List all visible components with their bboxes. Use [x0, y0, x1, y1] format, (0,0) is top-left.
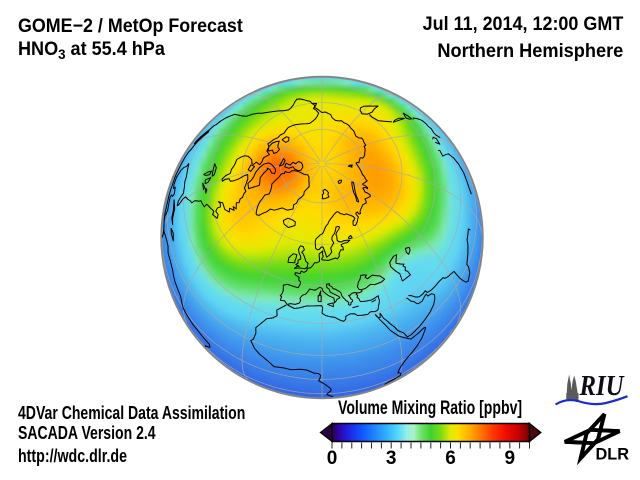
- svg-text:0: 0: [327, 448, 338, 469]
- svg-text:RIU: RIU: [579, 371, 625, 402]
- svg-text:DLR: DLR: [596, 445, 630, 464]
- svg-text:9: 9: [505, 448, 516, 469]
- svg-text:6: 6: [445, 448, 456, 469]
- svg-text:3: 3: [386, 448, 397, 469]
